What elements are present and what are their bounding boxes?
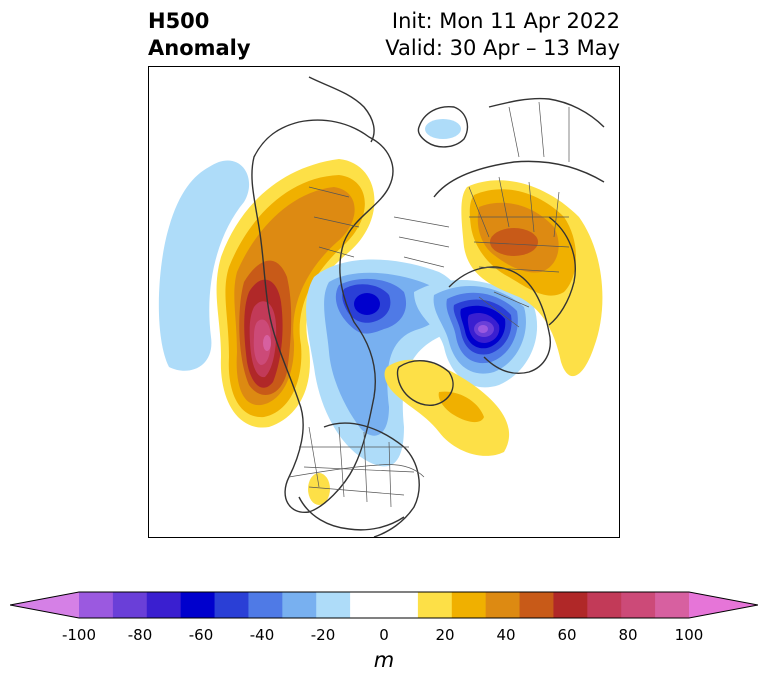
anomaly-negative-siberia [425, 119, 461, 139]
colorbar-tick-label: 100 [674, 626, 704, 644]
colorbar-extend-high [689, 592, 758, 618]
colorbar-cell [451, 592, 487, 618]
anomaly-positive-sw-us [308, 473, 330, 505]
title-line-1: H500 [148, 9, 210, 33]
anomaly-negative-pacific [158, 160, 250, 371]
colorbar-cell [553, 592, 588, 618]
borders [288, 101, 570, 508]
colorbar-cell [79, 592, 114, 618]
colorbar-cell [621, 592, 656, 618]
date-block: Init: Mon 11 Apr 2022 Valid: 30 Apr – 13… [385, 8, 620, 62]
colorbar-tick-label: 80 [618, 626, 638, 644]
valid-date: Valid: 30 Apr – 13 May [385, 36, 620, 60]
title-line-2: Anomaly [148, 36, 251, 60]
anomaly-map [148, 66, 620, 538]
colorbar-cells [10, 592, 758, 618]
colorbar-cell [180, 592, 216, 618]
anomaly-positive-ridge-7 [253, 319, 271, 365]
colorbar-cell [384, 592, 419, 618]
colorbar-tick-label: 60 [557, 626, 577, 644]
colorbar-tick-label: -80 [127, 626, 153, 644]
colorbar-tick-label: -20 [310, 626, 336, 644]
colorbar-cell [248, 592, 283, 618]
colorbar-unit: m [373, 648, 395, 672]
coastlines [251, 76, 605, 537]
colorbar [10, 591, 758, 619]
colorbar-tick-label: 40 [496, 626, 516, 644]
colorbar-cell [146, 592, 182, 618]
colorbar-cell [214, 592, 249, 618]
colorbar-outline [10, 591, 758, 619]
colorbar-cell [417, 592, 453, 618]
colorbar-cell [587, 592, 622, 618]
title-block: H500 Anomaly [148, 8, 251, 62]
colorbar-cell [655, 592, 690, 618]
colorbar-cell [519, 592, 554, 618]
colorbar-tick-label: 0 [379, 626, 389, 644]
anomaly-positive-asia-core [490, 228, 538, 256]
colorbar-cell [282, 592, 317, 618]
anomaly-positive-atlantic-2 [438, 391, 484, 423]
colorbar-cell [112, 592, 148, 618]
anomaly-negative-europe-core [478, 325, 488, 333]
init-date: Init: Mon 11 Apr 2022 [391, 9, 620, 33]
map-canvas [158, 76, 605, 537]
anomaly-negative-trough-core [354, 293, 380, 315]
colorbar-tick-label: -40 [249, 626, 275, 644]
colorbar-tick-label: -60 [188, 626, 214, 644]
colorbar-cell [485, 592, 521, 618]
anomaly-positive-ridge-core [263, 335, 271, 351]
colorbar-extend-low [10, 592, 79, 618]
colorbar-cell [350, 592, 385, 618]
colorbar-tick-label: -100 [61, 626, 97, 644]
colorbar-tick-label: 20 [435, 626, 455, 644]
colorbar-cell [316, 592, 351, 618]
